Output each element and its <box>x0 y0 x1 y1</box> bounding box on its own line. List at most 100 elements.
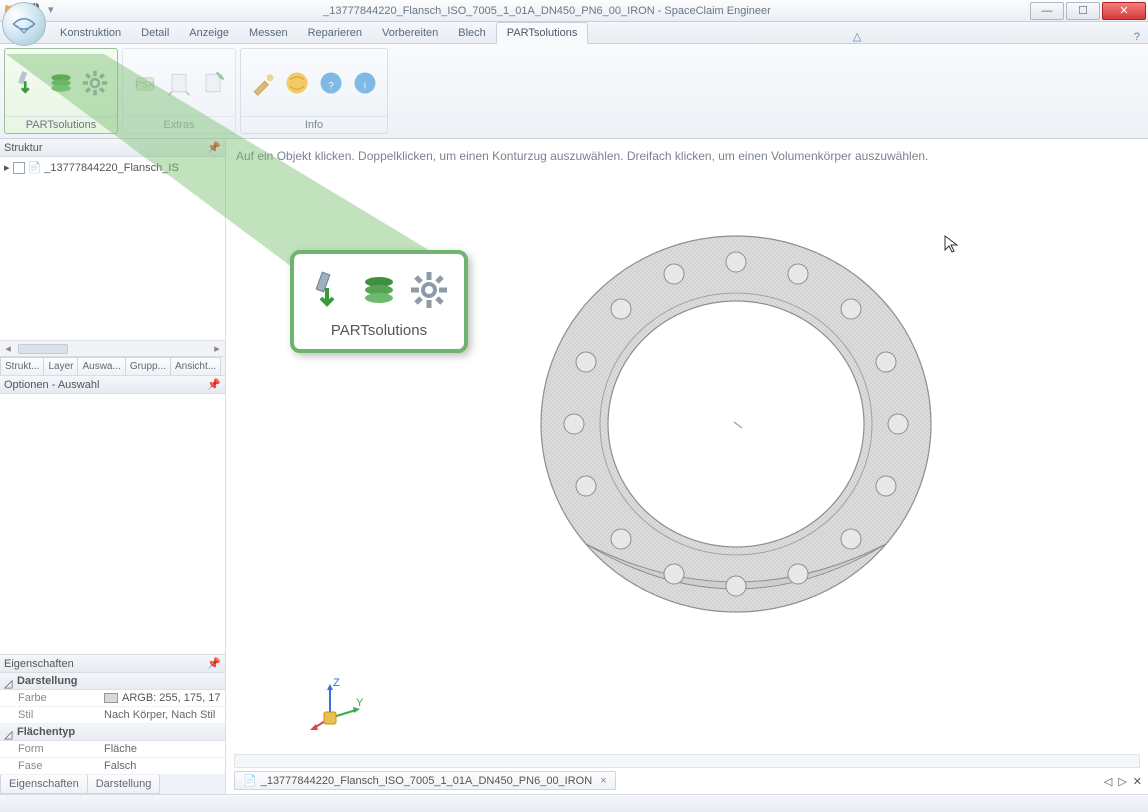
structure-panel-title: Struktur <box>4 142 43 154</box>
prop-key: Form <box>0 741 100 757</box>
properties-panel-body: ◿Darstellung FarbeARGB: 255, 175, 17 Sti… <box>0 673 225 775</box>
close-tab-icon[interactable]: × <box>600 775 606 787</box>
extras-icon-1[interactable]: PSX <box>131 69 159 97</box>
ribbon-group-extras: PSX Extras <box>122 48 236 134</box>
side-tab[interactable]: Ansicht... <box>170 357 221 375</box>
prop-key: Stil <box>0 707 100 723</box>
info-tool-icon[interactable] <box>249 69 277 97</box>
scroll-right-icon[interactable]: ▸ <box>209 342 225 355</box>
document-icon: 📄 <box>243 774 257 787</box>
prop-key: Farbe <box>0 690 100 706</box>
property-group-label: Flächentyp <box>17 726 75 738</box>
side-tab[interactable]: Strukt... <box>0 357 44 375</box>
property-group[interactable]: ◿ Flächentyp <box>0 724 225 741</box>
tree-root-row[interactable]: ▸ 📄 _13777844220_Flansch_IS <box>4 161 221 174</box>
prop-value[interactable]: Nach Körper, Nach Stil <box>100 707 225 723</box>
callout-insert-part-icon[interactable] <box>309 270 349 310</box>
tree-checkbox[interactable] <box>13 162 25 174</box>
collapse-icon[interactable]: ◿ <box>4 728 13 737</box>
options-panel-title: Optionen - Auswahl <box>4 379 99 391</box>
document-tab[interactable]: 📄 _13777844220_Flansch_ISO_7005_1_01A_DN… <box>234 771 616 790</box>
pin-icon[interactable]: 📌 <box>207 657 221 670</box>
ribbon-group-partsolutions: PARTsolutions <box>4 48 118 134</box>
properties-tab-strip: Eigenschaften Darstellung <box>0 775 225 794</box>
ribbon-tab[interactable]: Messen <box>239 23 298 43</box>
workspace: Struktur 📌 ▸ 📄 _13777844220_Flansch_IS ◂… <box>0 139 1148 794</box>
ribbon-group-label: Info <box>241 116 387 133</box>
dropdown-icon[interactable]: ▾ <box>48 3 64 19</box>
ribbon-body: PARTsolutions PSX Extras ? i Info <box>0 44 1148 139</box>
doc-nav-prev[interactable]: ◁ <box>1104 775 1112 788</box>
property-group[interactable]: ◿Darstellung <box>0 673 225 690</box>
structure-panel-header: Struktur 📌 <box>0 139 225 157</box>
properties-panel-header: Eigenschaften 📌 <box>0 655 225 673</box>
scroll-left-icon[interactable]: ◂ <box>0 342 16 355</box>
side-tab[interactable]: Layer <box>43 357 78 375</box>
ribbon-tab-active[interactable]: PARTsolutions <box>496 22 589 44</box>
bottom-tab[interactable]: Eigenschaften <box>0 775 88 794</box>
tree-root-label: _13777844220_Flansch_IS <box>44 162 179 174</box>
prop-value[interactable]: Falsch <box>100 758 225 774</box>
ribbon-tab[interactable]: Blech <box>448 23 496 43</box>
close-button[interactable]: ✕ <box>1102 2 1146 20</box>
view-triad[interactable]: Z Y <box>306 674 366 734</box>
options-panel-header: Optionen - Auswahl 📌 <box>0 376 225 394</box>
window-title: _13777844220_Flansch_ISO_7005_1_01A_DN45… <box>64 5 1030 17</box>
svg-text:i: i <box>364 80 366 91</box>
help-icon[interactable]: ? <box>1134 31 1140 43</box>
callout-gear-icon[interactable] <box>409 270 449 310</box>
options-panel-body <box>0 394 225 655</box>
bottom-tab[interactable]: Darstellung <box>87 775 161 794</box>
scroll-thumb[interactable] <box>18 344 68 354</box>
side-tab[interactable]: Auswa... <box>77 357 125 375</box>
prop-value[interactable]: ARGB: 255, 175, 17 <box>100 690 225 706</box>
ribbon-group-label: PARTsolutions <box>5 116 117 133</box>
ribbon-collapse-icon[interactable]: △ <box>853 30 861 43</box>
tree-expand-icon[interactable]: ▸ <box>4 161 10 174</box>
info-help-icon[interactable]: ? <box>317 69 345 97</box>
flange-model[interactable] <box>526 219 946 639</box>
ribbon-tab[interactable]: Vorbereiten <box>372 23 448 43</box>
app-orb-button[interactable] <box>2 2 46 46</box>
title-bar: 📂 💾 ▾ _13777844220_Flansch_ISO_7005_1_01… <box>0 0 1148 22</box>
info-about-icon[interactable]: i <box>351 69 379 97</box>
structure-tab-strip: Strukt... Layer Auswa... Grupp... Ansich… <box>0 357 225 376</box>
ribbon-tab-strip: Konstruktion Detail Anzeige Messen Repar… <box>0 22 1148 44</box>
prop-value[interactable]: Fläche <box>100 741 225 757</box>
ribbon-tab[interactable]: Anzeige <box>179 23 239 43</box>
prop-key: Fase <box>0 758 100 774</box>
extras-icon-3[interactable] <box>199 69 227 97</box>
document-nav: ◁ ▷ ✕ <box>1104 775 1142 788</box>
extras-icon-2[interactable] <box>165 69 193 97</box>
svg-text:?: ? <box>328 80 333 91</box>
svg-text:PSX: PSX <box>135 79 155 90</box>
status-bar <box>0 794 1148 812</box>
callout-catalog-icon[interactable] <box>359 270 399 310</box>
doc-nav-next[interactable]: ▷ <box>1118 775 1126 788</box>
pin-icon[interactable]: 📌 <box>207 141 221 154</box>
ribbon-tab[interactable]: Detail <box>131 23 179 43</box>
maximize-button[interactable]: ☐ <box>1066 2 1100 20</box>
info-globe-icon[interactable] <box>283 69 311 97</box>
viewport-3d[interactable]: Auf ein Objekt klicken. Doppelklicken, u… <box>226 139 1148 794</box>
viewport-hint: Auf ein Objekt klicken. Doppelklicken, u… <box>236 149 928 163</box>
structure-h-scrollbar[interactable]: ◂ ▸ <box>0 340 225 356</box>
document-tab-strip: 📄 _13777844220_Flansch_ISO_7005_1_01A_DN… <box>234 771 616 790</box>
collapse-icon[interactable]: ◿ <box>4 677 13 686</box>
ribbon-tab[interactable]: Reparieren <box>298 23 372 43</box>
color-swatch[interactable] <box>104 693 118 703</box>
settings-gear-icon[interactable] <box>81 69 109 97</box>
insert-part-icon[interactable] <box>13 69 41 97</box>
partsolutions-callout: PARTsolutions <box>290 250 468 353</box>
ribbon-tab[interactable]: Konstruktion <box>50 23 131 43</box>
minimize-button[interactable]: — <box>1030 2 1064 20</box>
side-tab[interactable]: Grupp... <box>125 357 171 375</box>
doc-nav-close[interactable]: ✕ <box>1133 775 1142 788</box>
document-tab-label: _13777844220_Flansch_ISO_7005_1_01A_DN45… <box>261 775 592 787</box>
window-controls: — ☐ ✕ <box>1030 2 1148 20</box>
structure-tree[interactable]: ▸ 📄 _13777844220_Flansch_IS ◂ ▸ <box>0 157 225 357</box>
catalog-icon[interactable] <box>47 69 75 97</box>
viewport-h-scrollbar[interactable] <box>234 754 1140 768</box>
pin-icon[interactable]: 📌 <box>207 378 221 391</box>
cursor-icon <box>944 235 958 253</box>
